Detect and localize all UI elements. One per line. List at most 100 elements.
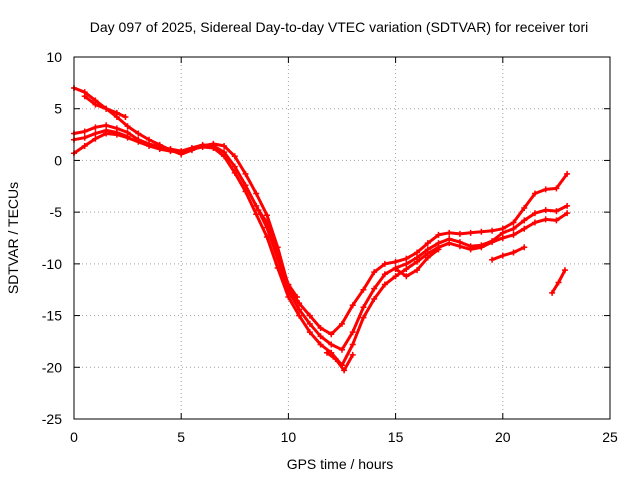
y-tick-label: -5 [50, 204, 63, 220]
data-point-marker [521, 205, 528, 212]
data-point-marker [103, 122, 110, 129]
data-point-marker [135, 130, 142, 137]
data-point-marker [317, 324, 324, 331]
data-point-marker [92, 101, 99, 108]
data-point-marker [360, 286, 367, 293]
x-tick-label: 15 [388, 429, 404, 445]
data-point-marker [499, 252, 506, 259]
data-point-marker [510, 231, 517, 238]
data-point-marker [231, 153, 238, 160]
data-point-marker [553, 208, 560, 215]
y-tick-label: 0 [54, 152, 62, 168]
data-point-marker [521, 217, 528, 224]
data-point-marker [392, 258, 399, 265]
data-point-marker [253, 211, 260, 218]
data-point-marker [323, 349, 330, 356]
data-point-marker [549, 289, 556, 296]
data-point-marker [81, 142, 88, 149]
data-series [323, 349, 356, 374]
data-point-marker [253, 202, 260, 209]
data-point-marker [414, 267, 421, 274]
data-point-marker [178, 149, 185, 156]
data-point-marker [542, 216, 549, 223]
data-point-marker [446, 240, 453, 247]
data-point-marker [231, 169, 238, 176]
data-point-marker [381, 271, 388, 278]
data-point-marker [124, 133, 131, 140]
y-tick-label: -15 [42, 308, 62, 324]
data-point-marker [414, 249, 421, 256]
data-point-marker [542, 186, 549, 193]
data-point-marker [561, 267, 568, 274]
data-point-marker [81, 93, 88, 100]
data-point-marker [446, 229, 453, 236]
data-point-marker [293, 293, 300, 300]
data-point-marker [371, 285, 378, 292]
chart-title: Day 097 of 2025, Sidereal Day-to-day VTE… [90, 19, 589, 35]
tick-layer: 0 5 10 15 20 25 -25 -20 -15 -10 -5 0 5 10 [42, 49, 618, 445]
data-point-marker [510, 219, 517, 226]
data-point-marker [328, 331, 335, 338]
data-series [81, 93, 129, 120]
y-tick-label: -10 [42, 256, 62, 272]
data-point-marker [306, 329, 313, 336]
data-point-marker [349, 302, 356, 309]
data-point-marker [188, 146, 195, 153]
data-point-marker [221, 153, 228, 160]
data-point-marker [210, 145, 217, 152]
data-point-marker [371, 296, 378, 303]
plot-frame [73, 56, 611, 420]
data-point-marker [339, 346, 345, 353]
x-tick-label: 5 [177, 429, 185, 445]
data-point-marker [467, 246, 474, 253]
data-point-marker [489, 256, 496, 263]
data-point-marker [392, 266, 399, 273]
series-layer [71, 85, 571, 374]
x-tick-label: 20 [495, 429, 511, 445]
data-point-marker [242, 188, 249, 195]
data-point-marker [403, 273, 410, 280]
data-point-marker [167, 148, 174, 155]
data-point-marker [456, 230, 463, 237]
data-point-marker [553, 185, 560, 192]
x-tick-label: 10 [281, 429, 297, 445]
data-point-marker [263, 233, 270, 240]
data-point-marker [349, 351, 356, 358]
data-point-marker [231, 163, 238, 170]
data-point-marker [341, 367, 348, 374]
data-point-marker [349, 341, 356, 348]
data-point-marker [339, 320, 345, 327]
data-point-marker [221, 142, 228, 149]
data-series [392, 246, 442, 280]
data-point-marker [424, 254, 431, 261]
data-point-marker [92, 135, 99, 142]
data-point-marker [381, 281, 388, 288]
data-point-marker [332, 356, 339, 363]
data-point-marker [531, 190, 538, 197]
data-point-marker [489, 239, 496, 246]
data-point-marker [103, 105, 110, 112]
data-point-marker [328, 341, 335, 348]
data-point-marker [274, 264, 281, 271]
series-trace-line [72, 123, 569, 352]
series-trace-line [490, 245, 526, 262]
data-point-marker [531, 210, 538, 217]
x-axis-label: GPS time / hours [287, 456, 394, 472]
data-point-marker [542, 207, 549, 214]
data-point-marker [81, 134, 88, 141]
data-point-marker [392, 273, 399, 280]
data-point-marker [424, 240, 431, 247]
data-point-marker [285, 281, 292, 288]
data-series [489, 244, 528, 263]
data-point-marker [306, 320, 313, 327]
data-point-marker [564, 210, 571, 217]
data-point-marker [146, 142, 153, 149]
data-point-marker [255, 207, 262, 214]
data-point-marker [499, 235, 506, 241]
data-series [71, 130, 571, 369]
data-point-marker [113, 129, 120, 136]
data-point-marker [360, 304, 367, 311]
data-point-marker [371, 269, 378, 276]
x-tick-label: 0 [70, 429, 78, 445]
